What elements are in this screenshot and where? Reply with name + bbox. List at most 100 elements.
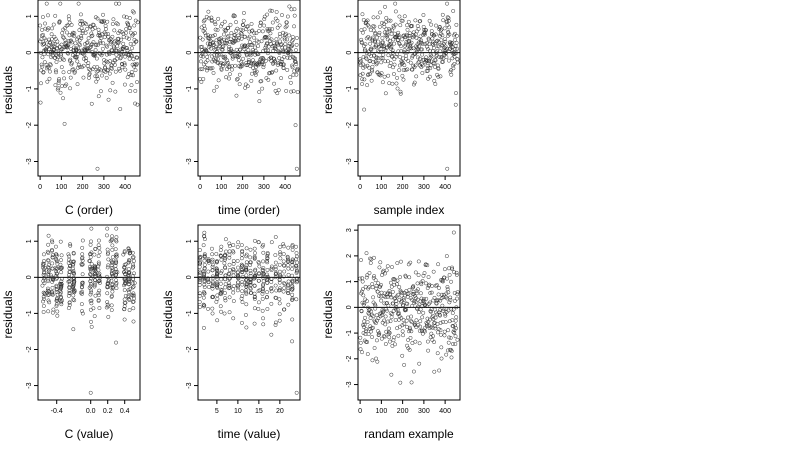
data-point	[395, 278, 400, 283]
data-point	[257, 271, 261, 276]
data-point	[393, 342, 397, 347]
data-point	[452, 31, 457, 36]
data-point	[47, 40, 52, 45]
data-point	[101, 12, 105, 17]
data-point	[445, 348, 450, 353]
data-point	[131, 57, 136, 62]
data-point	[263, 58, 268, 63]
data-point	[393, 34, 397, 39]
data-point	[286, 43, 291, 48]
data-points	[358, 1, 460, 171]
data-point	[225, 58, 230, 63]
data-point	[46, 47, 51, 52]
data-point	[52, 34, 57, 39]
data-point	[434, 301, 439, 306]
data-point	[383, 295, 388, 300]
data-point	[89, 290, 94, 295]
data-point	[265, 12, 270, 17]
data-point	[388, 18, 393, 23]
data-point	[427, 301, 431, 306]
data-point	[367, 271, 372, 275]
data-point	[269, 285, 274, 290]
outlier-point	[294, 390, 299, 395]
data-point	[243, 265, 248, 270]
data-point	[76, 1, 81, 6]
data-point	[42, 270, 47, 274]
data-point	[279, 59, 284, 64]
data-point	[407, 275, 412, 280]
data-point	[132, 293, 136, 298]
data-point	[226, 47, 231, 51]
data-point	[96, 254, 101, 258]
data-point	[373, 31, 378, 35]
data-point	[263, 48, 268, 53]
data-point	[96, 298, 101, 302]
data-point	[370, 335, 374, 340]
data-point	[383, 91, 388, 96]
data-point	[383, 48, 388, 53]
data-point	[398, 259, 403, 264]
x-tick-label: 100	[376, 184, 388, 191]
data-point	[281, 66, 286, 71]
data-point	[211, 71, 216, 75]
data-point	[404, 33, 409, 38]
data-point	[365, 340, 370, 344]
data-point	[387, 42, 392, 47]
data-point	[111, 45, 116, 50]
data-point	[79, 26, 84, 31]
data-point	[98, 41, 103, 45]
data-point	[388, 280, 393, 285]
data-point	[131, 273, 135, 278]
data-point	[122, 307, 127, 311]
data-point	[121, 252, 126, 257]
data-point	[433, 82, 438, 87]
data-point	[68, 243, 73, 248]
data-point	[413, 18, 418, 23]
data-point	[59, 258, 63, 263]
data-point	[222, 27, 227, 32]
data-point	[281, 244, 286, 249]
data-point	[202, 258, 207, 263]
data-point	[372, 319, 377, 324]
data-point	[431, 334, 435, 339]
data-point	[454, 33, 459, 38]
data-point	[434, 23, 438, 28]
data-point	[387, 64, 392, 69]
data-point	[253, 70, 258, 75]
data-point	[96, 94, 101, 99]
data-point	[46, 263, 51, 268]
data-point	[388, 291, 393, 296]
data-point	[252, 283, 257, 288]
data-point	[204, 68, 209, 73]
data-point	[446, 290, 451, 295]
data-point	[436, 40, 441, 45]
data-point	[282, 269, 287, 274]
data-point	[210, 262, 215, 267]
data-point	[55, 292, 60, 297]
data-point	[408, 260, 413, 265]
data-point	[231, 290, 236, 295]
data-point	[437, 308, 442, 313]
data-point	[290, 280, 295, 285]
data-point	[384, 268, 389, 273]
data-point	[381, 21, 386, 26]
data-point	[372, 346, 377, 350]
data-point	[294, 72, 299, 77]
y-tick-label: -3	[186, 158, 193, 164]
data-point	[366, 72, 371, 77]
outlier-point	[445, 166, 450, 171]
data-point	[404, 324, 409, 329]
data-point	[451, 324, 456, 329]
data-point	[240, 300, 245, 305]
data-point	[56, 55, 60, 60]
data-point	[244, 246, 249, 251]
data-point	[236, 276, 240, 281]
data-point	[281, 281, 286, 286]
data-point	[454, 22, 459, 27]
data-point	[202, 234, 207, 239]
data-point	[379, 60, 384, 65]
data-point	[97, 271, 102, 276]
data-point	[96, 238, 101, 243]
data-point	[277, 23, 282, 28]
data-point	[360, 300, 365, 305]
